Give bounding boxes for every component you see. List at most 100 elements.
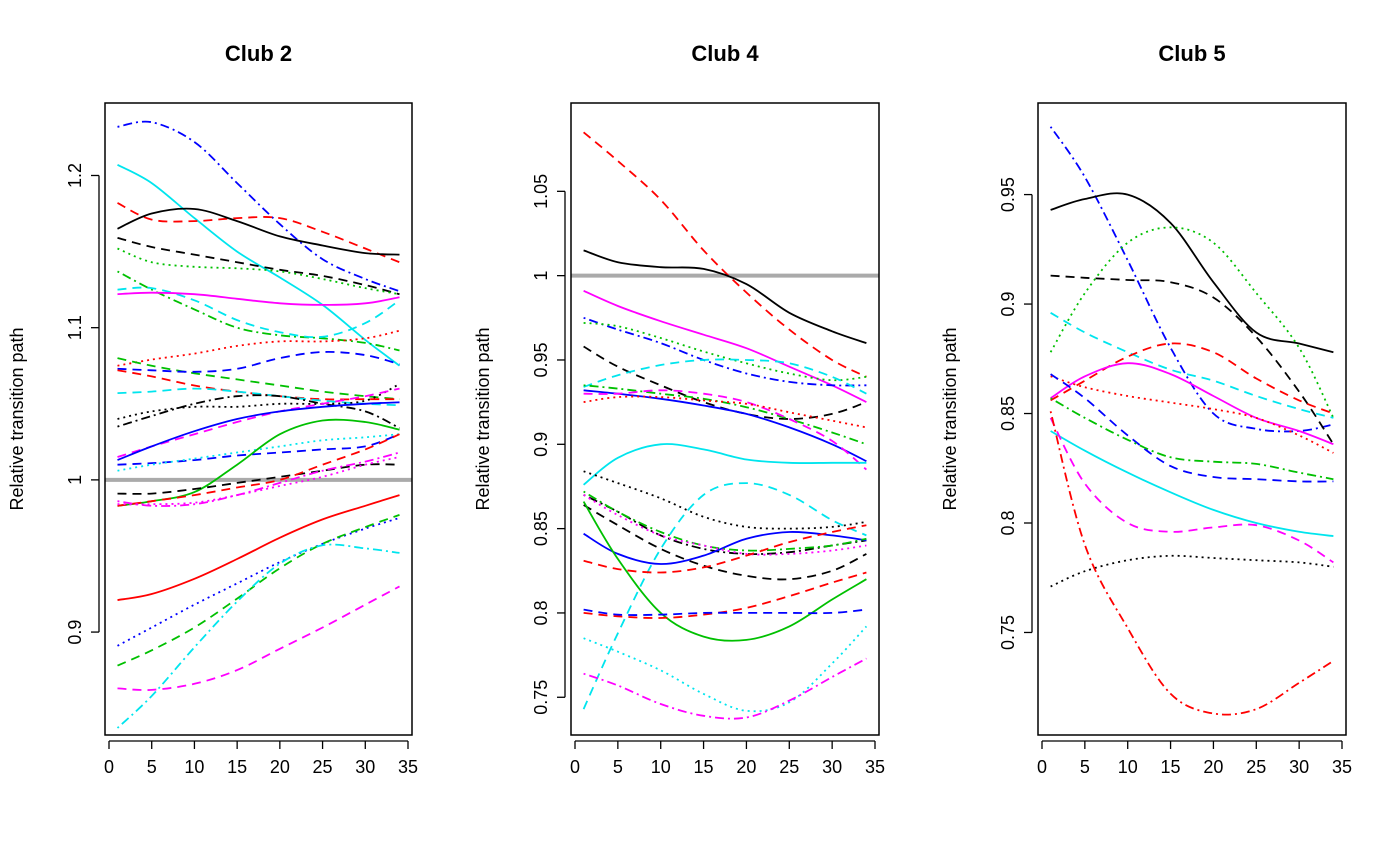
series-line-24 [583, 657, 867, 720]
x-tick-label: 5 [1080, 757, 1090, 777]
series-group [116, 120, 401, 729]
plot-frame [1037, 102, 1347, 736]
y-tick-label: 0.95 [998, 177, 1018, 212]
x-tick-label: 0 [104, 757, 114, 777]
series-line-17 [117, 401, 400, 461]
y-axis-label: Relative transition path [473, 327, 493, 510]
y-tick-label: 0.85 [531, 511, 551, 546]
series-line-6 [1050, 362, 1334, 446]
x-tick-label: 10 [184, 757, 204, 777]
x-tick-label: 15 [694, 757, 714, 777]
series-line-10 [583, 395, 867, 429]
series-line-1 [583, 249, 867, 344]
plot-frame [570, 102, 880, 736]
y-tick-label: 1 [65, 475, 85, 485]
series-line-0 [117, 120, 400, 293]
y-tick-label: 1.1 [65, 315, 85, 340]
series-line-15 [117, 394, 400, 429]
plot-frame [104, 102, 413, 736]
x-tick-label: 35 [1332, 757, 1352, 777]
series-line-4 [1050, 312, 1334, 419]
y-tick-label: 0.8 [998, 510, 1018, 535]
series-line-4 [583, 322, 867, 382]
x-tick-label: 35 [865, 757, 885, 777]
series-line-9 [583, 389, 867, 471]
x-tick-label: 5 [613, 757, 623, 777]
series-line-1 [117, 164, 401, 367]
series-line-10 [1050, 430, 1334, 537]
series-line-23 [117, 456, 400, 506]
y-axis-label: Relative transition path [7, 327, 27, 510]
x-tick-label: 30 [355, 757, 375, 777]
y-tick-label: 0.75 [998, 615, 1018, 650]
x-tick-label: 10 [651, 757, 671, 777]
x-tick-label: 35 [398, 757, 418, 777]
y-axis-label: Relative transition path [940, 327, 960, 510]
y-tick-label: 0.8 [531, 600, 551, 625]
series-line-24 [117, 451, 400, 507]
series-line-4 [117, 237, 400, 296]
series-line-28 [116, 543, 400, 729]
series-line-19 [583, 524, 867, 574]
panel-club-4: Club 4 Relative transition path 0 5 10 15 20 25… [473, 41, 885, 777]
series-line-19 [117, 433, 400, 472]
series-line-7 [1050, 375, 1334, 454]
series-line-0 [1049, 126, 1334, 433]
series-line-3 [1050, 274, 1335, 445]
series-line-5 [1050, 342, 1334, 415]
series-line-2 [583, 289, 867, 403]
series-group [1049, 126, 1335, 716]
series-line-6 [583, 358, 867, 395]
x-tick-label: 30 [1289, 757, 1309, 777]
x-tick-label: 5 [147, 757, 157, 777]
x-tick-label: 0 [1037, 757, 1047, 777]
series-line-8 [1050, 373, 1334, 483]
x-tick-label: 20 [1203, 757, 1223, 777]
series-line-14 [583, 494, 867, 555]
y-tick-label: 0.95 [531, 342, 551, 377]
y-tick-label: 0.9 [998, 292, 1018, 317]
x-tick-label: 20 [736, 757, 756, 777]
chart-title: Club 5 [1158, 41, 1225, 66]
x-tick-label: 10 [1118, 757, 1138, 777]
y-tick-label: 1.05 [531, 174, 551, 209]
series-line-29 [117, 585, 400, 691]
series-line-11 [583, 443, 867, 486]
x-tick-label: 20 [270, 757, 290, 777]
series-line-3 [117, 207, 400, 256]
series-line-13 [1049, 411, 1334, 716]
series-line-18 [583, 504, 867, 581]
series-line-17 [583, 494, 867, 556]
series-line-8 [583, 384, 867, 446]
y-tick-label: 0.9 [531, 432, 551, 457]
y-tick-label: 1 [531, 271, 551, 281]
x-tick-label: 15 [227, 757, 247, 777]
panel-club-5: Club 5 Relative transition path 0 5 10 15 20 25… [940, 41, 1352, 777]
panel-club-2: Club 2 Relative transition path 0 5 10 15 20 25… [7, 41, 418, 777]
series-line-18 [117, 433, 400, 466]
series-line-7 [117, 286, 401, 339]
chart-title: Club 2 [225, 41, 292, 66]
series-line-8 [117, 291, 400, 306]
series-line-16 [583, 490, 867, 552]
x-tick-label: 25 [313, 757, 333, 777]
series-line-15 [583, 531, 867, 565]
series-line-9 [117, 329, 400, 367]
series-line-13 [582, 482, 867, 710]
x-tick-label: 25 [1246, 757, 1266, 777]
series-line-1 [1050, 192, 1334, 354]
series-line-12 [1050, 554, 1334, 588]
series-line-11 [117, 351, 400, 373]
x-tick-label: 15 [1161, 757, 1181, 777]
series-line-2 [1049, 226, 1335, 419]
series-line-5 [117, 247, 400, 296]
x-tick-label: 30 [822, 757, 842, 777]
series-line-0 [583, 131, 867, 378]
series-line-22 [117, 433, 400, 507]
y-tick-label: 1.2 [65, 163, 85, 188]
x-tick-label: 0 [570, 757, 580, 777]
series-line-6 [117, 270, 400, 352]
series-line-3 [583, 316, 867, 387]
series-line-22 [583, 608, 867, 616]
